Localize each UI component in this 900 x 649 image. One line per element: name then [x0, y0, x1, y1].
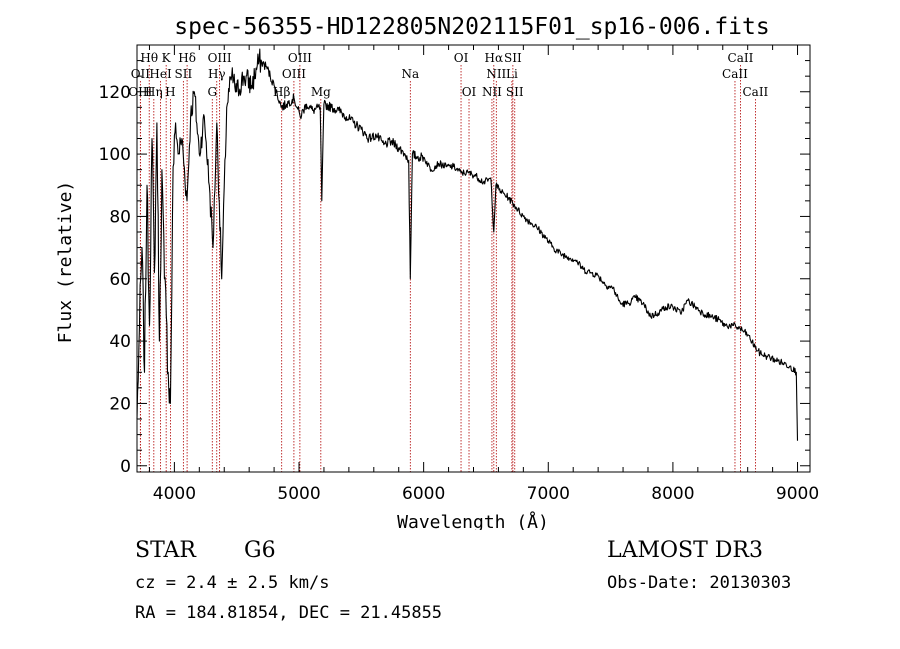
line-label-10: Hγ	[208, 67, 226, 81]
subclass-label: G6	[244, 538, 276, 563]
line-label-12: OIII	[288, 51, 312, 65]
y-tick-label: 60	[109, 270, 131, 290]
line-label-1: OII	[131, 67, 151, 81]
x-axis: 4000 5000 6000 7000 8000 9000	[148, 45, 819, 504]
line-label-13: OIII	[282, 67, 306, 81]
line-label-8: H	[165, 85, 175, 99]
y-axis-label: Flux (relative)	[55, 181, 76, 344]
line-label-18: OI	[462, 85, 477, 99]
line-label-22: Li	[506, 67, 518, 81]
line-label-24: SII	[506, 85, 524, 99]
line-label-4: HeI	[149, 67, 172, 81]
x-tick-label: 9000	[776, 484, 819, 504]
line-label-15: Mg	[311, 85, 331, 99]
x-axis-label: Wavelength (Å)	[397, 511, 549, 530]
line-label-19: Hα	[485, 51, 504, 65]
line-label-21: NII	[486, 67, 506, 81]
cz-value: cz = 2.4 ± 2.5 km/s	[135, 573, 330, 593]
x-tick-label: 4000	[153, 484, 196, 504]
line-label-3: K	[162, 51, 172, 65]
line-label-26: CaII	[722, 67, 748, 81]
y-axis: 0 20 40 60 80 100 120	[99, 60, 810, 477]
line-label-17: OI	[454, 51, 469, 65]
obs-date: Obs-Date: 20130303	[607, 573, 792, 593]
coordinates: RA = 184.81854, DEC = 21.45855	[135, 603, 443, 623]
spectrum-plot: spec-56355-HD122805N202115F01_sp16-006.f…	[55, 14, 819, 530]
y-tick-label: 0	[120, 457, 131, 477]
x-tick-label: 5000	[277, 484, 320, 504]
x-tick-label: 7000	[527, 484, 570, 504]
line-label-27: CaII	[742, 85, 768, 99]
x-tick-label: 6000	[402, 484, 445, 504]
line-label-11: G	[207, 85, 217, 99]
line-label-5: Hη	[145, 85, 163, 99]
line-label-20: SII	[504, 51, 522, 65]
survey-label: LAMOST DR3	[607, 538, 763, 563]
y-tick-label: 100	[99, 145, 131, 165]
line-label-23: NII	[482, 85, 502, 99]
line-label-0: Hθ	[140, 51, 158, 65]
plot-frame	[136, 44, 811, 473]
x-tick-label: 8000	[651, 484, 694, 504]
line-label-7: SII	[175, 67, 193, 81]
line-label-6: Hδ	[178, 51, 196, 65]
y-tick-label: 120	[99, 83, 131, 103]
line-label-16: Na	[401, 67, 419, 81]
emission-line-markers	[139, 65, 756, 472]
line-label-25: CaII	[728, 51, 754, 65]
spectrum-series-line	[136, 48, 799, 441]
object-type-label: STAR	[135, 538, 196, 563]
y-tick-label: 20	[109, 394, 131, 414]
line-label-9: OIII	[208, 51, 232, 65]
y-tick-label: 80	[109, 207, 131, 227]
y-tick-label: 40	[109, 332, 131, 352]
chart-title: spec-56355-HD122805N202115F01_sp16-006.f…	[174, 14, 769, 40]
